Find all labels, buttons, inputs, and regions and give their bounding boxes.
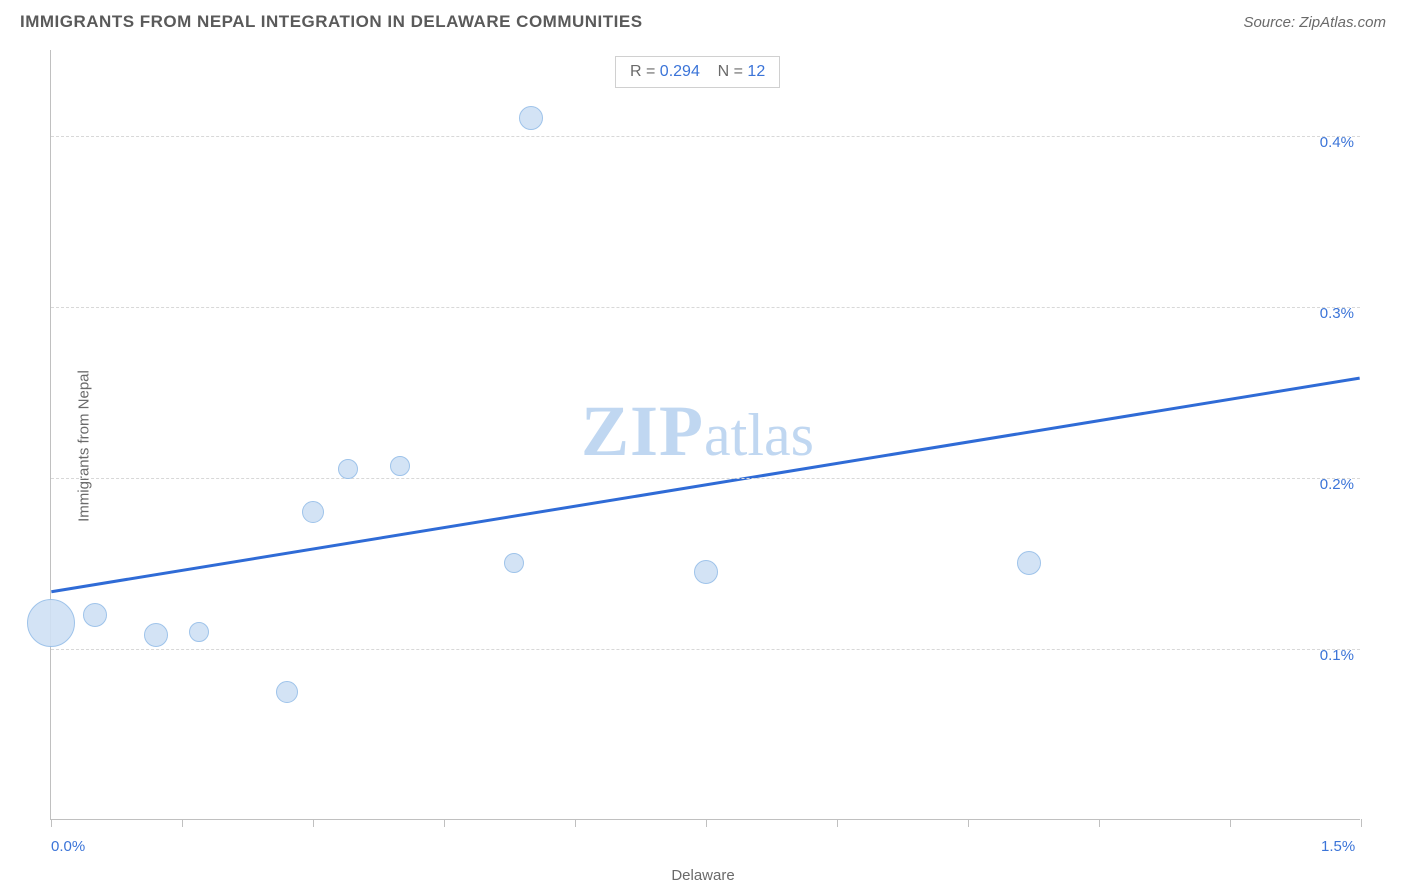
x-tick xyxy=(313,819,314,827)
x-tick-label: 1.5% xyxy=(1321,838,1355,855)
data-point xyxy=(519,106,543,130)
watermark: ZIPatlas xyxy=(581,390,814,473)
source-attribution: Source: ZipAtlas.com xyxy=(1243,14,1386,31)
y-tick-label: 0.2% xyxy=(1320,476,1354,493)
y-tick-label: 0.3% xyxy=(1320,305,1354,322)
chart-title: IMMIGRANTS FROM NEPAL INTEGRATION IN DEL… xyxy=(20,12,643,32)
x-tick xyxy=(1230,819,1231,827)
watermark-atlas: atlas xyxy=(704,402,814,468)
data-point xyxy=(694,560,718,584)
data-point xyxy=(504,553,524,573)
r-label: R = xyxy=(630,63,655,80)
chart-plot-area: ZIPatlas 0.1%0.2%0.3%0.4%0.0%1.5% R = 0.… xyxy=(50,50,1360,820)
x-tick xyxy=(968,819,969,827)
gridline xyxy=(51,478,1360,479)
x-tick xyxy=(575,819,576,827)
n-label: N = xyxy=(718,63,743,80)
gridline xyxy=(51,136,1360,137)
data-point xyxy=(1017,551,1041,575)
data-point xyxy=(144,623,168,647)
x-axis-label: Delaware xyxy=(671,867,734,884)
data-point xyxy=(276,681,298,703)
stats-box: R = 0.294 N = 12 xyxy=(615,56,780,88)
x-tick xyxy=(1361,819,1362,827)
x-tick xyxy=(1099,819,1100,827)
r-value: 0.294 xyxy=(660,63,700,80)
x-tick-label: 0.0% xyxy=(51,838,85,855)
data-point xyxy=(390,456,410,476)
data-point xyxy=(338,459,358,479)
x-tick xyxy=(444,819,445,827)
trend-line xyxy=(51,50,1360,819)
x-tick xyxy=(51,819,52,827)
gridline xyxy=(51,649,1360,650)
y-tick-label: 0.1% xyxy=(1320,647,1354,664)
data-point xyxy=(83,603,107,627)
x-tick xyxy=(837,819,838,827)
data-point xyxy=(27,599,75,647)
plot-box: ZIPatlas 0.1%0.2%0.3%0.4%0.0%1.5% xyxy=(50,50,1360,820)
y-tick-label: 0.4% xyxy=(1320,134,1354,151)
x-tick xyxy=(182,819,183,827)
n-value: 12 xyxy=(747,63,765,80)
data-point xyxy=(189,622,209,642)
gridline xyxy=(51,307,1360,308)
data-point xyxy=(302,501,324,523)
x-tick xyxy=(706,819,707,827)
watermark-zip: ZIP xyxy=(581,391,704,471)
